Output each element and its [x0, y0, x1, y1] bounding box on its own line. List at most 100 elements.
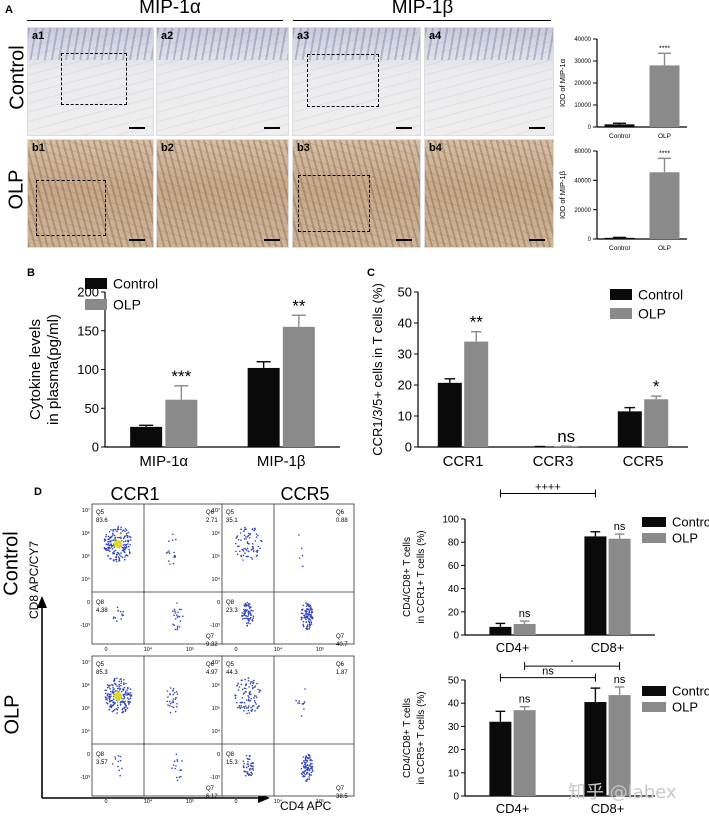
flow-event-dot — [113, 534, 116, 537]
bar — [247, 367, 280, 447]
flow-event-dot — [174, 698, 177, 700]
flow-event-dot — [126, 554, 129, 557]
sublabel-a1: a1 — [32, 30, 45, 42]
flow-event-dot — [120, 690, 123, 693]
y-tick-label: 30 — [398, 347, 412, 362]
flow-event-dot — [112, 529, 114, 531]
bar — [649, 65, 680, 127]
y-axis-label: Cytokine levels — [27, 319, 44, 420]
flow-event-dot — [244, 605, 246, 607]
flow-event-dot — [244, 612, 246, 614]
flow-event-dot — [247, 532, 250, 535]
quadrant-percent: 38.5 — [336, 794, 348, 800]
x-tick-label: CD4+ — [496, 801, 530, 816]
flow-event-dot — [123, 550, 125, 552]
micrograph-a4: a4 — [424, 27, 554, 136]
flow-event-dot — [251, 542, 254, 545]
flow-event-dot — [241, 612, 244, 614]
row-label-olp: OLP — [5, 169, 28, 210]
flow-event-dot — [106, 686, 109, 689]
flow-event-dot — [114, 549, 117, 552]
flow-event-dot — [124, 528, 127, 530]
flow-event-dot — [256, 551, 258, 553]
flow-event-dot — [252, 762, 255, 764]
flow-event-dot — [116, 690, 118, 692]
flow-event-dot — [246, 772, 249, 775]
flow-event-dot — [111, 535, 113, 537]
y-tick-label: 20 — [398, 378, 412, 393]
flow-event-dot — [122, 694, 125, 697]
flow-event-dot — [129, 697, 132, 700]
significance-label: ns — [557, 427, 575, 446]
flow-event-dot — [172, 623, 174, 626]
flow-event-dot — [116, 708, 119, 711]
flow-event-dot — [120, 552, 122, 554]
flow-event-dot — [257, 688, 259, 691]
flow-event-dot — [307, 617, 310, 619]
flow-event-dot — [305, 780, 308, 782]
flow-event-dot — [178, 776, 181, 778]
flow-event-dot — [243, 617, 245, 620]
scale-bar — [129, 127, 145, 129]
flow-event-dot — [173, 556, 175, 558]
flow-event-dot — [174, 618, 177, 620]
flow-event-dot — [178, 615, 181, 618]
flow-event-dot — [115, 558, 118, 561]
flow-event-dot — [240, 528, 242, 530]
flow-event-dot — [125, 682, 127, 685]
flow-event-dot — [310, 762, 312, 765]
flow-plot-frame — [91, 503, 225, 645]
flow-event-dot — [235, 542, 237, 545]
flow-event-dot — [247, 555, 249, 558]
flow-event-dot — [295, 699, 297, 702]
zoom-region-box — [36, 180, 106, 236]
flow-event-dot — [111, 710, 114, 713]
flow-event-dot — [304, 615, 306, 617]
flow-event-dot — [244, 615, 247, 617]
flow-event-dot — [172, 533, 174, 536]
flow-event-dot — [122, 544, 125, 546]
flow-event-dot — [306, 766, 308, 769]
flow-event-dot — [248, 607, 251, 610]
flow-event-dot — [113, 616, 115, 618]
flow-event-dot — [247, 622, 250, 624]
flow-event-dot — [302, 565, 304, 568]
flow-event-dot — [260, 540, 263, 543]
flow-event-dot — [110, 541, 112, 543]
y-tick-label: 100 — [77, 362, 99, 377]
flow-event-dot — [115, 683, 117, 686]
flow-event-dot — [251, 685, 254, 687]
flow-event-dot — [243, 530, 245, 532]
flow-event-dot — [112, 695, 115, 698]
flow-event-dot — [237, 538, 240, 541]
quadrant-percent: 4.97 — [206, 670, 218, 676]
flow-event-dot — [241, 548, 243, 551]
flow-event-dot — [302, 621, 305, 623]
flow-event-dot — [125, 694, 127, 696]
flow-event-dot — [124, 548, 126, 551]
flow-event-dot — [103, 546, 106, 549]
flow-event-dot — [126, 536, 129, 538]
flow-event-dot — [169, 705, 171, 707]
flow-y-tick-label: 0 — [87, 600, 90, 606]
flow-event-dot — [246, 541, 249, 543]
flow-event-dot — [105, 701, 108, 704]
y-axis-label: in CCR1+ T cells (%) — [416, 530, 427, 623]
quadrant-name: Q5 — [226, 662, 235, 668]
flow-event-dot — [111, 539, 113, 542]
flow-event-dot — [121, 767, 123, 770]
flow-event-dot — [180, 608, 182, 611]
flow-event-dot — [303, 701, 306, 703]
flow-event-dot — [306, 626, 308, 628]
flow-event-dot — [111, 548, 114, 550]
flow-event-dot — [116, 677, 118, 680]
y-tick-label: 50 — [448, 676, 460, 687]
scale-bar — [264, 127, 280, 129]
flow-event-dot — [254, 528, 257, 530]
flow-event-dot — [302, 624, 305, 627]
bar — [617, 411, 642, 447]
quadrant-name: Q8 — [226, 600, 235, 606]
flow-event-dot — [126, 692, 128, 694]
flow-event-dot — [305, 762, 307, 764]
flow-x-tick-label: 10⁵ — [186, 798, 194, 805]
